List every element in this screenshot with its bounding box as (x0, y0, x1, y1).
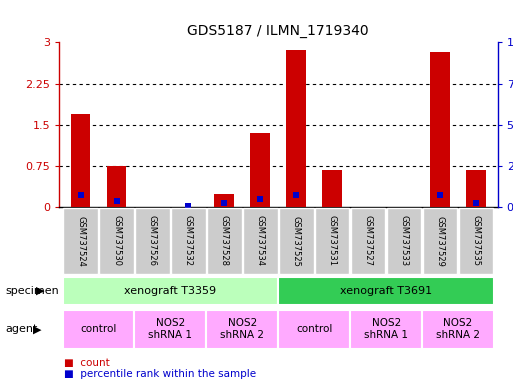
Bar (430, 52, 450, 207)
Text: NOS2
shRNA 1: NOS2 shRNA 1 (148, 318, 192, 340)
Bar (63, 208, 98, 274)
Text: GSM737533: GSM737533 (400, 215, 409, 266)
Text: ▶: ▶ (33, 324, 42, 334)
Text: control: control (81, 324, 117, 334)
Text: ■  count: ■ count (64, 358, 110, 368)
Bar (459, 208, 494, 274)
Text: ■  percentile rank within the sample: ■ percentile rank within the sample (64, 369, 256, 379)
Bar (351, 208, 385, 274)
Bar (250, 133, 270, 207)
Bar (350, 310, 422, 349)
Bar (315, 208, 349, 274)
Bar (278, 277, 494, 305)
Text: specimen: specimen (5, 286, 59, 296)
Bar (206, 310, 278, 349)
Bar (207, 208, 242, 274)
Bar (466, 170, 486, 207)
Text: agent: agent (5, 324, 37, 334)
Text: GSM737528: GSM737528 (220, 215, 229, 266)
Text: GSM737535: GSM737535 (471, 215, 481, 266)
Text: GSM737526: GSM737526 (148, 215, 157, 266)
Bar (279, 208, 313, 274)
Bar (243, 208, 278, 274)
Text: GSM737524: GSM737524 (76, 215, 85, 266)
Text: GSM737532: GSM737532 (184, 215, 193, 266)
Text: NOS2
shRNA 2: NOS2 shRNA 2 (436, 318, 480, 340)
Bar (423, 208, 458, 274)
Bar (134, 310, 206, 349)
Text: xenograft T3359: xenograft T3359 (124, 286, 216, 296)
Bar (278, 310, 350, 349)
Bar (322, 170, 342, 207)
Text: GSM737527: GSM737527 (364, 215, 372, 266)
Bar (286, 50, 306, 207)
Text: GSM737534: GSM737534 (256, 215, 265, 266)
Title: GDS5187 / ILMN_1719340: GDS5187 / ILMN_1719340 (187, 25, 369, 38)
Bar (107, 166, 126, 207)
Text: GSM737529: GSM737529 (436, 215, 445, 266)
Bar (387, 208, 421, 274)
Text: NOS2
shRNA 2: NOS2 shRNA 2 (221, 318, 264, 340)
Text: control: control (296, 324, 332, 334)
Bar (214, 194, 234, 207)
Text: NOS2
shRNA 1: NOS2 shRNA 1 (364, 318, 408, 340)
Text: GSM737530: GSM737530 (112, 215, 121, 266)
Bar (71, 114, 90, 207)
Bar (63, 277, 279, 305)
Text: GSM737525: GSM737525 (292, 215, 301, 266)
Text: GSM737531: GSM737531 (328, 215, 337, 266)
Bar (171, 208, 206, 274)
Bar (422, 310, 494, 349)
Bar (63, 310, 134, 349)
Bar (99, 208, 134, 274)
Text: xenograft T3691: xenograft T3691 (340, 286, 432, 296)
Text: ▶: ▶ (36, 286, 45, 296)
Bar (135, 208, 170, 274)
